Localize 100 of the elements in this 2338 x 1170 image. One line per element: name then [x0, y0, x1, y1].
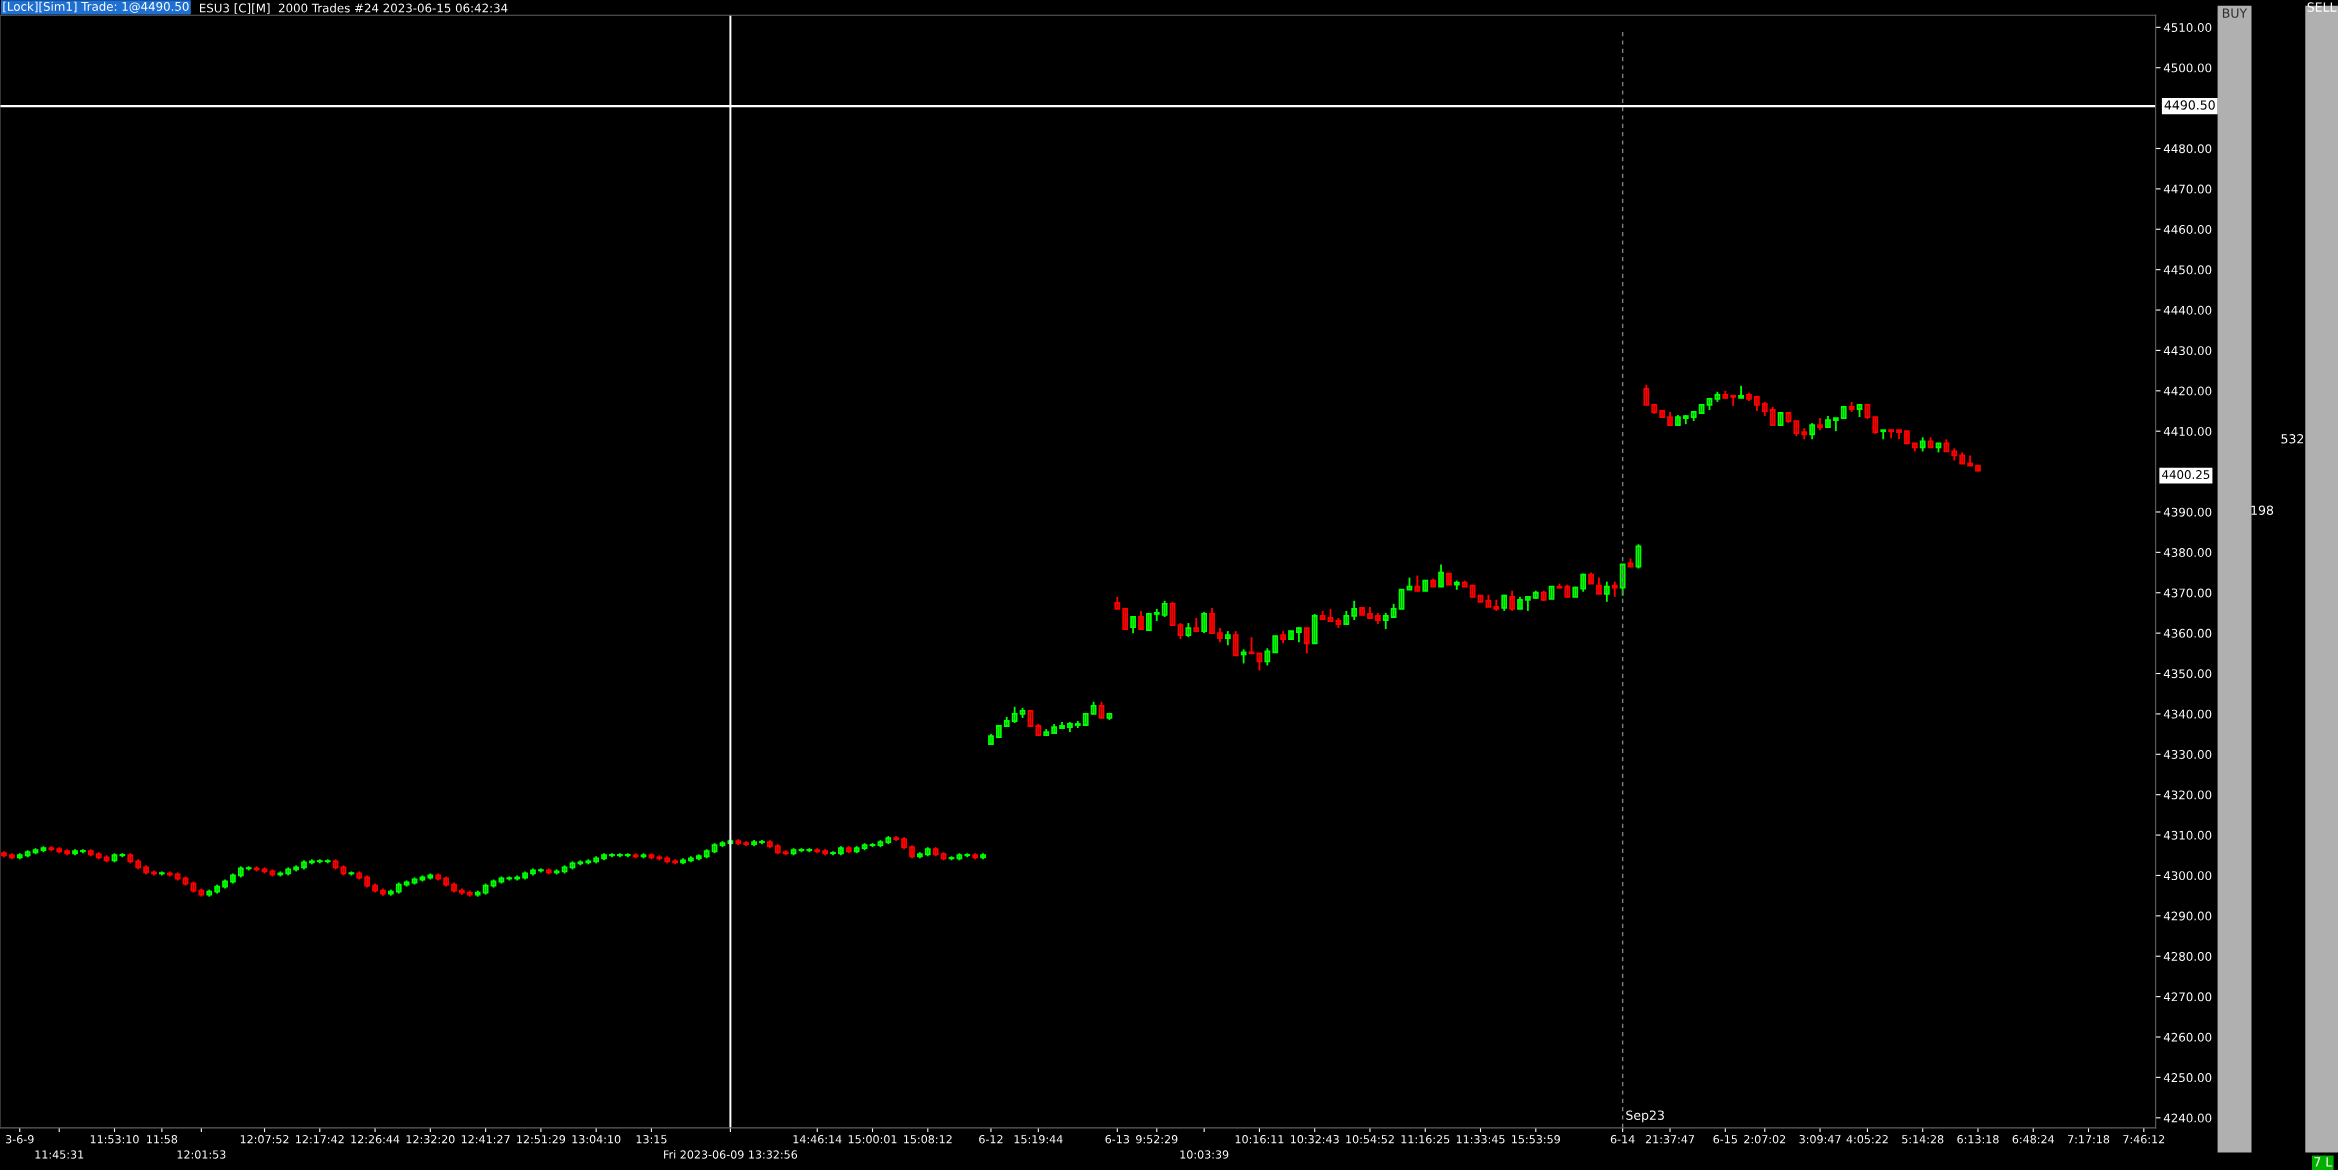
- y-tick-label: 4340.00: [2163, 709, 2212, 719]
- y-tick-label: 4500.00: [2163, 63, 2212, 73]
- y-tick-label: 4260.00: [2163, 1032, 2212, 1042]
- y-tick-label: 4470.00: [2163, 184, 2212, 194]
- y-tick-label: 4280.00: [2163, 951, 2212, 961]
- candlestick: [814, 847, 821, 855]
- candlestick: [1359, 606, 1365, 616]
- x-tick-label: 11:58: [147, 1135, 178, 1144]
- x-tick-label: 10:54:52: [1346, 1135, 1394, 1144]
- candlestick: [1446, 572, 1452, 586]
- candlestick: [672, 858, 678, 866]
- y-tick-label: 4510.00: [2163, 23, 2212, 32]
- x-tick-label: 13:04:10: [572, 1135, 621, 1144]
- candlestick: [1146, 613, 1152, 632]
- candlestick: [1880, 429, 1887, 441]
- x-tick-label: 2:07:02: [1744, 1135, 1786, 1144]
- x-tick-label: 12:41:27: [461, 1135, 510, 1144]
- y-tick-label: 4290.00: [2163, 911, 2212, 921]
- y-tick-label: 4420.00: [2163, 386, 2212, 396]
- y-tick-label: 4480.00: [2163, 144, 2212, 154]
- x-tick-label: 3:09:47: [1799, 1135, 1841, 1144]
- candlestick: [1896, 429, 1902, 441]
- y-tick-label: 4410.00: [2163, 426, 2212, 436]
- x-tick-label: 21:37:47: [1645, 1135, 1695, 1144]
- y-tick-label: 4370.00: [2163, 588, 2212, 598]
- y-tick-label: 4240.00: [2163, 1113, 2212, 1123]
- y-tick-label: 4360.00: [2163, 628, 2212, 638]
- x-tick-label: 6-15: [1713, 1135, 1737, 1144]
- x-tick-label: 15:08:12: [904, 1135, 952, 1144]
- x-tick-label: 6:13:18: [1957, 1135, 1999, 1144]
- candlestick: [1074, 720, 1081, 729]
- text: 198: [2251, 505, 2274, 515]
- candlestick: [253, 865, 260, 873]
- x-tick-label: 10:16:11: [1235, 1135, 1284, 1144]
- x-tick-label: 12:32:20: [406, 1135, 455, 1144]
- x-tick-label: 10:32:43: [1290, 1135, 1339, 1144]
- candlestick: [656, 854, 663, 862]
- candlestick: [1059, 721, 1065, 729]
- x-tick-label: 10:03:39: [1180, 1150, 1229, 1159]
- y-tick-label: 4380.00: [2163, 548, 2212, 558]
- text: 532: [2281, 434, 2304, 444]
- x-tick-label: 7:46:12: [2123, 1135, 2165, 1144]
- candlestick: [1272, 635, 1279, 654]
- x-tick-label: 6-13: [1105, 1135, 1130, 1144]
- ref-line-label: 4490.50: [2164, 100, 2215, 110]
- x-tick-label: Fri 2023-06-09 13:32:56: [664, 1150, 798, 1159]
- x-tick-label: 11:53:10: [90, 1135, 139, 1144]
- candlestick: [632, 852, 639, 860]
- chart-subtitle: ESU3 [C][M] 2000 Trades #24 2023-06-15 06:42:34: [200, 3, 508, 14]
- x-tick-label: 15:53:59: [1512, 1135, 1560, 1144]
- ref-line-label: Sep23: [1626, 1110, 1664, 1123]
- candlestick: [1888, 428, 1894, 440]
- chart-title: [Lock][Sim1] Trade: 1@4490.50: [3, 1, 189, 13]
- y-tick-label: 4310.00: [2163, 830, 2212, 840]
- x-tick-label: 13:15: [636, 1135, 667, 1144]
- x-tick-label: 5:14:28: [1902, 1135, 1944, 1144]
- text: 4400.25: [2162, 470, 2210, 480]
- y-tick-label: 4330.00: [2163, 750, 2212, 759]
- y-tick-label: 4390.00: [2163, 507, 2212, 517]
- y-tick-label: 4450.00: [2163, 265, 2212, 275]
- candlestick: [1832, 417, 1839, 433]
- x-tick-label: 15:00:01: [848, 1135, 897, 1144]
- x-tick-label: 14:46:14: [793, 1135, 842, 1144]
- x-tick-label: 7:17:18: [2068, 1135, 2110, 1144]
- y-tick-label: 4430.00: [2163, 346, 2212, 356]
- candlestick: [1730, 393, 1737, 407]
- candlestick: [577, 859, 584, 867]
- y-tick-label: 4250.00: [2163, 1073, 2212, 1083]
- y-tick-label: 4300.00: [2163, 871, 2212, 881]
- x-tick-label: 4:05:22: [1846, 1135, 1888, 1144]
- x-tick-label: 3-6-9: [5, 1135, 34, 1144]
- candlestick: [1738, 384, 1744, 399]
- x-tick-label: 6-12: [979, 1135, 1003, 1144]
- x-tick-label: 6-14: [1610, 1135, 1635, 1144]
- x-tick-label: 11:16:25: [1401, 1135, 1450, 1144]
- x-tick-label: 12:01:53: [177, 1150, 226, 1159]
- candlestick: [782, 849, 789, 857]
- x-tick-label: 12:51:29: [517, 1135, 566, 1144]
- candlestick: [48, 845, 55, 853]
- text: 7 L: [2314, 1157, 2333, 1167]
- candlestick: [1422, 579, 1429, 592]
- candlestick: [1398, 588, 1405, 610]
- candlestick: [1153, 607, 1160, 622]
- y-tick-label: 4350.00: [2163, 669, 2212, 679]
- x-tick-label: 9:52:29: [1136, 1135, 1178, 1144]
- candlestick: [1288, 630, 1294, 641]
- x-tick-label: 15:19:44: [1014, 1135, 1063, 1144]
- x-tick-label: 11:33:45: [1456, 1135, 1505, 1144]
- x-tick-label: 12:26:44: [351, 1135, 400, 1144]
- y-tick-label: 4440.00: [2163, 305, 2212, 315]
- candlestick: [743, 840, 750, 848]
- text: BUY: [2222, 8, 2248, 18]
- y-tick-label: 4460.00: [2163, 224, 2212, 234]
- x-tick-label: 12:17:42: [296, 1135, 344, 1144]
- y-tick-label: 4320.00: [2163, 790, 2212, 800]
- x-tick-label: 12:07:52: [240, 1135, 289, 1144]
- candlestick: [893, 835, 900, 843]
- candlestick: [309, 858, 315, 866]
- candlestick: [585, 858, 592, 866]
- x-tick-label: 6:48:24: [2012, 1135, 2055, 1144]
